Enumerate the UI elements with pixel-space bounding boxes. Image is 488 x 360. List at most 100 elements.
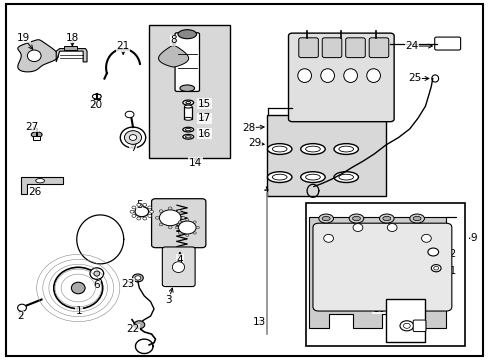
Ellipse shape: [177, 223, 181, 226]
Ellipse shape: [147, 206, 151, 209]
Text: 17: 17: [197, 113, 211, 123]
Ellipse shape: [386, 224, 396, 231]
Text: 1: 1: [76, 306, 82, 316]
Ellipse shape: [129, 135, 136, 140]
Text: 25: 25: [407, 73, 421, 84]
Text: 11: 11: [443, 266, 457, 276]
Ellipse shape: [54, 267, 102, 309]
FancyBboxPatch shape: [434, 37, 460, 50]
Ellipse shape: [352, 216, 360, 221]
Ellipse shape: [31, 132, 42, 138]
Ellipse shape: [184, 117, 192, 120]
Ellipse shape: [333, 144, 358, 154]
Bar: [305, 203, 464, 346]
Ellipse shape: [125, 111, 134, 118]
Polygon shape: [158, 45, 188, 67]
Ellipse shape: [181, 216, 184, 219]
Bar: [63, 46, 77, 50]
Ellipse shape: [193, 221, 196, 223]
Ellipse shape: [185, 129, 191, 131]
Ellipse shape: [322, 216, 329, 221]
Ellipse shape: [135, 276, 141, 280]
FancyBboxPatch shape: [288, 33, 393, 122]
Text: 23: 23: [121, 279, 135, 289]
Ellipse shape: [403, 323, 409, 328]
Ellipse shape: [184, 105, 192, 108]
Ellipse shape: [366, 69, 380, 82]
Ellipse shape: [348, 214, 363, 223]
Ellipse shape: [267, 172, 291, 183]
Text: 21: 21: [116, 41, 130, 51]
Bar: [33, 136, 40, 140]
Text: 10: 10: [372, 304, 385, 314]
Text: 3: 3: [165, 294, 172, 305]
Ellipse shape: [409, 214, 424, 223]
Bar: [184, 107, 192, 119]
Ellipse shape: [147, 215, 151, 217]
Ellipse shape: [427, 248, 438, 256]
Ellipse shape: [175, 226, 178, 229]
Ellipse shape: [36, 179, 44, 183]
Ellipse shape: [168, 207, 172, 210]
Ellipse shape: [272, 174, 286, 180]
Ellipse shape: [120, 127, 145, 148]
Ellipse shape: [178, 30, 196, 39]
Ellipse shape: [305, 146, 320, 152]
Ellipse shape: [92, 94, 101, 99]
Text: 5: 5: [136, 200, 142, 210]
Ellipse shape: [142, 203, 146, 206]
Bar: [266, 115, 386, 196]
Ellipse shape: [149, 210, 153, 213]
Ellipse shape: [323, 234, 333, 242]
Text: 15: 15: [197, 99, 211, 109]
Ellipse shape: [399, 321, 413, 331]
Ellipse shape: [159, 210, 163, 212]
Bar: [149, 25, 229, 158]
Text: 9: 9: [469, 233, 476, 243]
Text: 29: 29: [248, 138, 262, 148]
Ellipse shape: [382, 216, 390, 221]
Ellipse shape: [300, 172, 325, 183]
Text: 12: 12: [443, 249, 457, 259]
Text: 20: 20: [89, 100, 102, 110]
Text: 27: 27: [25, 122, 39, 132]
FancyBboxPatch shape: [345, 38, 365, 58]
Ellipse shape: [71, 282, 85, 294]
Ellipse shape: [379, 214, 393, 223]
Polygon shape: [20, 177, 62, 194]
Ellipse shape: [267, 144, 291, 154]
Ellipse shape: [178, 221, 181, 223]
Ellipse shape: [183, 127, 193, 132]
Ellipse shape: [172, 262, 184, 273]
Ellipse shape: [333, 172, 358, 183]
Polygon shape: [18, 40, 58, 72]
Ellipse shape: [94, 271, 100, 276]
Ellipse shape: [132, 215, 136, 217]
Ellipse shape: [134, 321, 144, 329]
Bar: [386, 299, 425, 342]
Ellipse shape: [178, 221, 196, 234]
Ellipse shape: [318, 214, 333, 223]
Ellipse shape: [185, 102, 190, 104]
FancyBboxPatch shape: [322, 38, 341, 58]
Ellipse shape: [159, 210, 181, 226]
FancyBboxPatch shape: [298, 38, 318, 58]
Ellipse shape: [168, 226, 172, 229]
FancyBboxPatch shape: [412, 320, 425, 332]
Ellipse shape: [352, 224, 362, 231]
Ellipse shape: [185, 136, 191, 138]
Text: 14: 14: [188, 158, 202, 168]
Ellipse shape: [178, 232, 181, 234]
Text: 2: 2: [17, 311, 24, 321]
Text: 24: 24: [404, 41, 418, 51]
Polygon shape: [56, 49, 87, 62]
Ellipse shape: [185, 234, 188, 237]
Ellipse shape: [338, 174, 353, 180]
Text: 16: 16: [197, 129, 211, 139]
FancyBboxPatch shape: [175, 33, 199, 91]
Ellipse shape: [430, 265, 440, 272]
Ellipse shape: [142, 217, 146, 220]
Ellipse shape: [137, 203, 141, 206]
Ellipse shape: [183, 100, 193, 105]
Ellipse shape: [338, 146, 353, 152]
